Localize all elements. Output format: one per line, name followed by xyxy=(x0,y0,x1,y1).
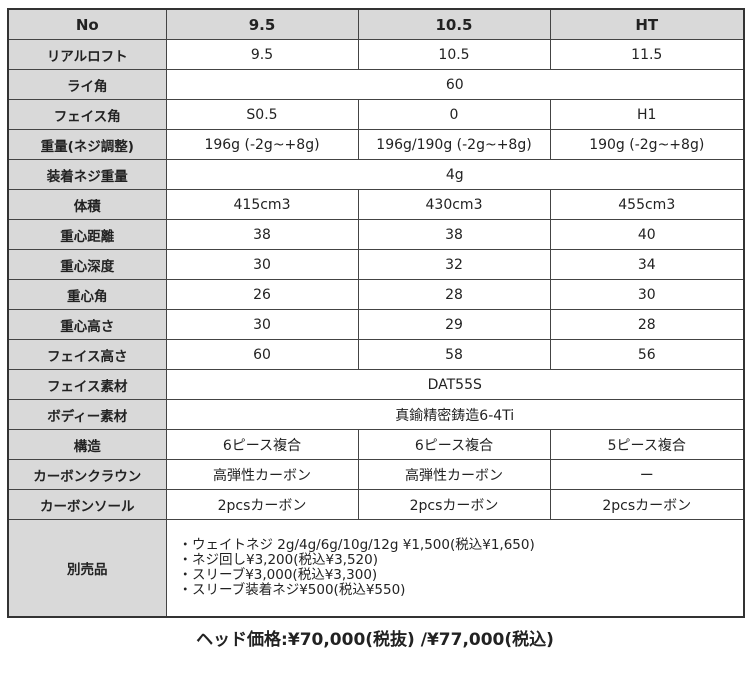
header-cell: 10.5 xyxy=(357,8,551,40)
value-cell: 9.5 xyxy=(165,39,359,70)
value-cell: 10.5 xyxy=(357,39,551,70)
spec-table: No 9.5 10.5 HT リアルロフト 9.5 10.5 11.5 ライ角 60 フェイ… xyxy=(7,8,745,618)
row-label: 重量(ネジ調整) xyxy=(7,129,167,160)
accessories-list: ・ウェイトネジ 2g/4g/6g/10g/12g ¥1,500(税込¥1,650… xyxy=(165,519,745,618)
value-cell: 38 xyxy=(165,219,359,250)
table-row: ライ角 60 xyxy=(7,69,745,100)
value-cell: 56 xyxy=(549,339,745,370)
value-cell: 26 xyxy=(165,279,359,310)
row-label: 構造 xyxy=(7,429,167,460)
value-cell: 30 xyxy=(549,279,745,310)
value-cell: 32 xyxy=(357,249,551,280)
table-row: リアルロフト 9.5 10.5 11.5 xyxy=(7,39,745,70)
row-label: フェイス角 xyxy=(7,99,167,130)
table-row: ボディー素材 真鍮精密鋳造6-4Ti xyxy=(7,399,745,430)
value-cell: 196g (-2g~+8g) xyxy=(165,129,359,160)
table-row: 体積 415cm3 430cm3 455cm3 xyxy=(7,189,745,220)
table-row: 重量(ネジ調整) 196g (-2g~+8g) 196g/190g (-2g~+8g… xyxy=(7,129,745,160)
table-row: 重心高さ 30 29 28 xyxy=(7,309,745,340)
value-cell: 415cm3 xyxy=(165,189,359,220)
value-cell: 29 xyxy=(357,309,551,340)
value-cell: 高弾性カーボン xyxy=(357,459,551,490)
table-row: カーボンクラウン 高弾性カーボン 高弾性カーボンー xyxy=(7,459,745,490)
head-price: ヘッド価格:¥70,000(税抜) /¥77,000(税込) xyxy=(196,630,554,650)
table-row: 装着ネジ重量 4g xyxy=(7,159,745,190)
row-label: カーボンクラウン xyxy=(7,459,167,490)
merged-value-cell: 60 xyxy=(165,69,745,100)
row-label: ライ角 xyxy=(7,69,167,100)
row-label: 重心角 xyxy=(7,279,167,310)
value-cell: 38 xyxy=(357,219,551,250)
header-cell: HT xyxy=(549,8,745,40)
value-cell: 2pcsカーボン xyxy=(357,489,551,520)
row-label: ボディー素材 xyxy=(7,399,167,430)
table-row: 重心角 26 28 30 xyxy=(7,279,745,310)
table-row: 重心深度 30 32 34 xyxy=(7,249,745,280)
merged-value-cell: DAT55S xyxy=(165,369,745,400)
row-label: カーボンソール xyxy=(7,489,167,520)
header-cell: No xyxy=(7,8,167,40)
value-cell: 11.5 xyxy=(549,39,745,70)
value-cell: 34 xyxy=(549,249,745,280)
value-cell: 40 xyxy=(549,219,745,250)
value-cell: 高弾性カーボン xyxy=(165,459,359,490)
value-cell: 196g/190g (-2g~+8g) xyxy=(357,129,551,160)
row-label: 装着ネジ重量 xyxy=(7,159,167,190)
header-cell: 9.5 xyxy=(165,8,359,40)
accessory-item: ・スリーブ装着ネジ¥500(税込¥550) xyxy=(178,582,406,598)
table-row: 構造 6ピース複合 6ピース複合 5ピース複合 xyxy=(7,429,745,460)
value-cell: 28 xyxy=(357,279,551,310)
row-label: 重心深度 xyxy=(7,249,167,280)
value-cell: 28 xyxy=(549,309,745,340)
value-cell: 30 xyxy=(165,309,359,340)
table-row: フェイス角 S0.5 0 H1 xyxy=(7,99,745,130)
row-label: フェイス素材 xyxy=(7,369,167,400)
value-cell: ー xyxy=(549,459,745,490)
accessory-item: ・スリーブ¥3,000(税込¥3,300) xyxy=(178,567,378,583)
value-cell: 5ピース複合 xyxy=(549,429,745,460)
row-label: 重心高さ xyxy=(7,309,167,340)
table-row: フェイス素材 DAT55S xyxy=(7,369,745,400)
row-label: フェイス高さ xyxy=(7,339,167,370)
table-row: カーボンソール 2pcsカーボン 2pcsカーボン 2pcsカーボン xyxy=(7,489,745,520)
row-label: 別売品 xyxy=(7,519,167,618)
table-row: フェイス高さ 60 58 56 xyxy=(7,339,745,370)
value-cell: 2pcsカーボン xyxy=(165,489,359,520)
value-cell: 455cm3 xyxy=(549,189,745,220)
table-row: 重心距離 38 38 40 xyxy=(7,219,745,250)
accessories-row: 別売品 ・ウェイトネジ 2g/4g/6g/10g/12g ¥1,500(税込¥1,… xyxy=(7,519,745,618)
value-cell: 60 xyxy=(165,339,359,370)
value-cell: H1 xyxy=(549,99,745,130)
value-cell: 30 xyxy=(165,249,359,280)
value-cell: 0 xyxy=(357,99,551,130)
merged-value-cell: 4g xyxy=(165,159,745,190)
row-label: リアルロフト xyxy=(7,39,167,70)
value-cell: 2pcsカーボン xyxy=(549,489,745,520)
merged-value-cell: 真鍮精密鋳造6-4Ti xyxy=(165,399,745,430)
row-label: 体積 xyxy=(7,189,167,220)
accessory-item: ・ネジ回し¥3,200(税込¥3,520) xyxy=(178,552,379,568)
row-label: 重心距離 xyxy=(7,219,167,250)
table-header-row: No 9.5 10.5 HT xyxy=(7,8,745,40)
value-cell: 430cm3 xyxy=(357,189,551,220)
value-cell: 190g (-2g~+8g) xyxy=(549,129,745,160)
value-cell: 6ピース複合 xyxy=(165,429,359,460)
accessory-item: ・ウェイトネジ 2g/4g/6g/10g/12g ¥1,500(税込¥1,650… xyxy=(178,537,535,553)
value-cell: S0.5 xyxy=(165,99,359,130)
value-cell: 58 xyxy=(357,339,551,370)
value-cell: 6ピース複合 xyxy=(357,429,551,460)
